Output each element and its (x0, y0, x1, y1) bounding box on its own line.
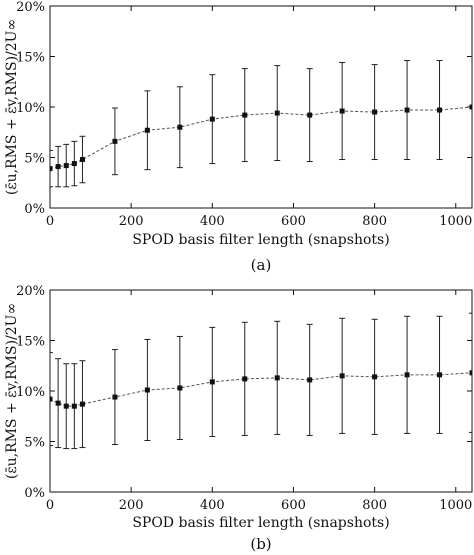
data-point (307, 377, 313, 383)
x-tick-label: 600 (281, 214, 306, 229)
data-point (339, 108, 345, 114)
data-point (55, 164, 61, 170)
y-tick-label: 0% (24, 202, 45, 217)
data-point (63, 163, 69, 169)
data-point (79, 157, 85, 163)
x-axis-label: SPOD basis filter length (snapshots) (132, 232, 389, 248)
data-point (144, 387, 150, 393)
axes-frame (49, 289, 473, 493)
x-tick-label: 0 (46, 498, 54, 513)
y-tick-label: 20% (16, 0, 45, 15)
data-point (372, 374, 378, 380)
x-tick-label: 1000 (439, 214, 472, 229)
data-point (307, 112, 313, 118)
y-tick-label: 15% (16, 335, 45, 350)
y-tick-label: 15% (16, 51, 45, 66)
data-point (404, 107, 410, 113)
y-tick-label: 5% (24, 152, 45, 167)
chart-panel-1: 0 200 400 600 800 1000 0% 5% 10% 15% 20% SPOD basis… (4, 0, 473, 274)
data-point (274, 110, 280, 116)
x-tick-label: 0 (46, 214, 54, 229)
plot-area (50, 312, 472, 450)
data-point (177, 385, 183, 391)
x-tick-label: 800 (362, 498, 387, 513)
data-point (144, 127, 150, 133)
data-point (372, 109, 378, 115)
data-point (71, 403, 77, 409)
y-tick-label: 10% (16, 385, 45, 400)
data-point (437, 107, 443, 113)
data-point (404, 372, 410, 378)
data-point (209, 116, 215, 122)
data-point (274, 375, 280, 381)
data-point (63, 403, 69, 409)
y-tick-label: 5% (24, 436, 45, 451)
data-point (55, 400, 61, 406)
y-tick-label: 20% (16, 284, 45, 299)
chart-panel-2: 0 200 400 600 800 1000 0% 5% 10% 15% 20% SPOD basis… (4, 284, 473, 553)
x-tick-label: 800 (362, 214, 387, 229)
data-point (50, 166, 53, 172)
data-point (79, 401, 85, 407)
data-point (437, 372, 443, 378)
y-tick-label: 10% (16, 101, 45, 116)
x-tick-label: 400 (200, 214, 225, 229)
y-axis-label: (ε̄u,RMS + ε̄v,RMS)/2U∞ (4, 303, 20, 479)
x-tick-label: 200 (119, 214, 144, 229)
axes-frame (49, 5, 473, 209)
x-tick-label: 200 (119, 498, 144, 513)
plot-area (50, 56, 472, 188)
x-axis-label: SPOD basis filter length (snapshots) (132, 515, 389, 531)
x-tick-label: 400 (200, 498, 225, 513)
data-point (71, 161, 77, 167)
x-tick-label: 1000 (439, 498, 472, 513)
data-point (339, 373, 345, 379)
data-point (112, 138, 118, 144)
y-axis-label: (ε̄u,RMS + ε̄v,RMS)/2U∞ (4, 19, 20, 195)
data-point (242, 112, 248, 118)
data-point (177, 124, 183, 130)
data-point (50, 396, 53, 402)
data-point (469, 104, 472, 110)
series-line (50, 372, 472, 407)
data-point (209, 379, 215, 385)
data-point (469, 370, 472, 376)
y-tick-label: 0% (24, 486, 45, 501)
data-point (242, 376, 248, 382)
data-point (112, 394, 118, 400)
x-tick-label: 600 (281, 498, 306, 513)
panel-label: (a) (251, 256, 272, 274)
panel-label: (b) (250, 535, 271, 553)
